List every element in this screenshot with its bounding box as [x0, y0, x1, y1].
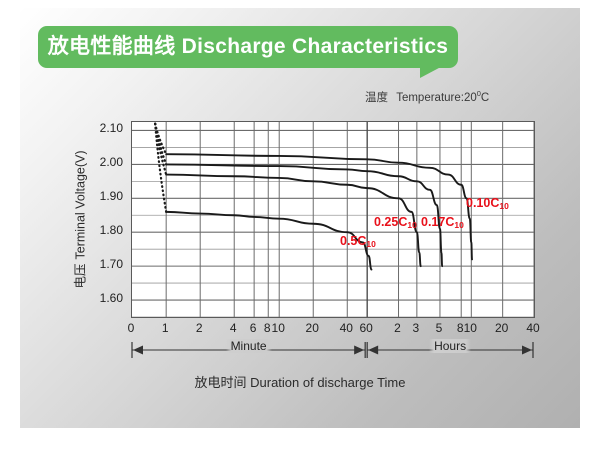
curve-0.25C10: [165, 173, 422, 268]
x-tick-label: 10: [463, 321, 477, 335]
title-banner: 放电性能曲线 Discharge Characteristics: [38, 26, 458, 68]
curve-label-text: 0.5C: [340, 234, 367, 248]
y-tick-label: 2.10: [99, 121, 123, 136]
curve-0.5C10: [165, 210, 373, 271]
x-tick-label: 8: [456, 321, 464, 335]
discharge-curves: [165, 153, 473, 271]
curve-label-text: 0.10C: [466, 196, 500, 210]
degree-symbol: 0: [476, 89, 481, 99]
y-tick-label: 1.70: [99, 257, 123, 272]
minor-gridlines: [132, 147, 534, 317]
y-tick-label: 1.80: [99, 223, 123, 238]
bracket-arrow-right: [522, 345, 532, 355]
x-tick-label: 2: [195, 321, 203, 335]
curve-0.17C10: [165, 163, 444, 268]
curve-label-0.25C10: 0.25C10: [374, 215, 417, 230]
temperature-label-en: Temperature:20: [396, 92, 477, 104]
x-tick-label: 6: [249, 321, 257, 335]
temperature-label-cn: 温度: [365, 92, 388, 104]
curve-label-text: 0.17C: [421, 215, 455, 229]
x-tick-label: 5: [435, 321, 443, 335]
curve-label-0.5C10: 0.5C10: [340, 234, 376, 249]
banner-title: 放电性能曲线 Discharge Characteristics: [47, 35, 449, 58]
bracket-label: Minute: [225, 339, 272, 353]
x-axis-caption: 放电时间 Duration of discharge Time: [194, 375, 406, 390]
lead-in-0.10C10: [154, 122, 168, 156]
x-tick-label: 8: [263, 321, 271, 335]
x-tick-label: 1: [161, 321, 169, 335]
bracket-arrow-left: [133, 345, 143, 355]
x-tick-label: 40: [339, 321, 353, 335]
curve-label-0.10C10: 0.10C10: [466, 196, 509, 211]
curve-label-text: 0.25C: [374, 215, 408, 229]
bracket-arrow-right: [354, 345, 365, 355]
chart-svg: [132, 122, 534, 317]
curve-lead-in-dotted-lines: [154, 122, 168, 213]
x-tick-label: 3: [412, 321, 420, 335]
x-tick-label: 2: [394, 321, 401, 335]
x-tick-label: 20: [494, 321, 509, 335]
x-tick-label: 40: [526, 321, 540, 335]
curve-label-subscript: 10: [454, 220, 464, 230]
x-tick-label: 20: [305, 321, 319, 335]
curve-label-0.17C10: 0.17C10: [421, 215, 464, 230]
x-tick-label: 0: [127, 321, 135, 335]
banner-tail-shape: [420, 60, 454, 78]
curve-label-subscript: 10: [499, 201, 509, 211]
bracket-arrow-left: [368, 345, 379, 355]
y-tick-label: 2.00: [99, 155, 123, 170]
x-tick-label: 60: [359, 321, 373, 335]
curve-label-subscript: 10: [407, 220, 417, 230]
x-axis-section-brackets: Minute Hours: [131, 339, 535, 360]
temperature-unit: C: [480, 92, 490, 104]
bracket-label: Hours: [429, 339, 472, 353]
y-axis-title-en: Terminal Voltage(V): [73, 150, 88, 260]
y-tick-label: 1.60: [99, 291, 123, 306]
curve-0.10C10: [165, 153, 473, 261]
y-tick-label: 1.90: [99, 189, 123, 204]
y-axis-title: 电压 Terminal Voltage(V): [70, 120, 89, 320]
y-axis-title-cn: 电压: [73, 263, 88, 289]
temperature-annotation: 温度 Temperature:200C: [365, 89, 489, 105]
x-tick-label: 10: [271, 321, 285, 335]
brackets-svg: [131, 342, 534, 358]
x-tick-label: 4: [229, 321, 237, 335]
curve-label-subscript: 10: [366, 239, 376, 249]
plot-area: [131, 121, 535, 318]
major-gridlines: [132, 122, 534, 317]
